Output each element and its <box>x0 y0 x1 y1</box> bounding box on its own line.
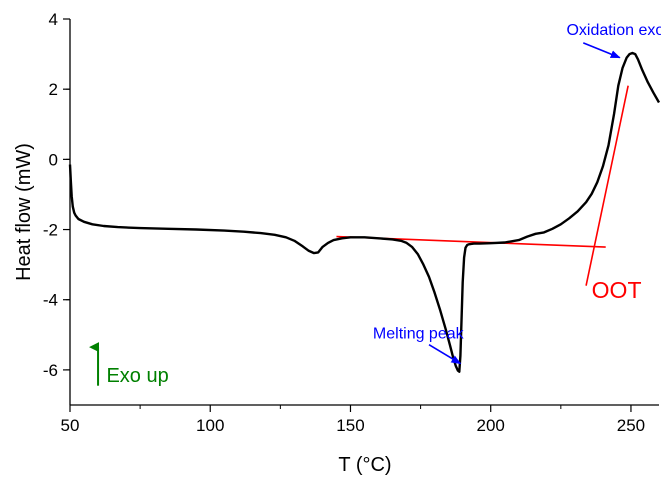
x-axis-ticks: 50 100 150 200 250 <box>61 405 645 435</box>
y-tick-label: -4 <box>43 291 58 310</box>
series-layer <box>68 51 661 373</box>
y-tick-label: -6 <box>43 361 58 380</box>
annotation-label: OOT <box>592 277 642 303</box>
annotation-label: Melting peak <box>373 325 465 342</box>
y-axis-ticks: -6 -4 -2 0 2 4 <box>43 10 70 380</box>
y-tick-label: 2 <box>49 80 58 99</box>
annotation-arrow <box>582 42 621 59</box>
tangent-line <box>585 85 629 286</box>
plot-frame <box>69 19 659 406</box>
y-tick-label: 0 <box>49 150 58 169</box>
annotation-label: Exo up <box>106 365 168 387</box>
y-tick-label: -2 <box>43 221 58 240</box>
annotations-layer: Oxidation exotherm Melting peak OOT Exo up <box>89 22 661 387</box>
y-axis-title: Heat flow (mW) <box>13 143 35 281</box>
x-tick-label: 100 <box>196 416 224 435</box>
x-tick-label: 200 <box>477 416 505 435</box>
x-tick-label: 150 <box>336 416 364 435</box>
heat-flow-line <box>68 51 661 373</box>
annotation-arrow <box>428 343 462 365</box>
x-axis-title: T (°C) <box>338 454 391 476</box>
y-tick-label: 4 <box>49 10 58 29</box>
x-tick-label: 250 <box>617 416 645 435</box>
annotation-label: Oxidation exotherm <box>566 22 661 39</box>
fit-lines <box>336 85 629 286</box>
x-tick-label: 50 <box>61 416 80 435</box>
